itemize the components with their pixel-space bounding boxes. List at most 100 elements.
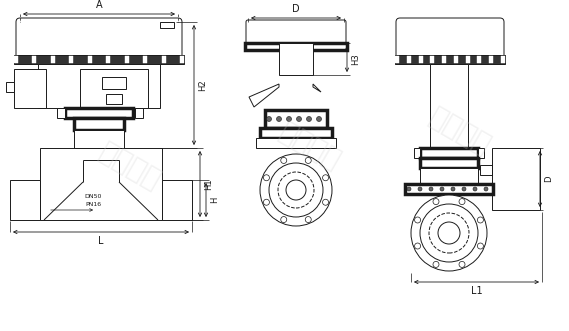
Text: D: D — [544, 176, 553, 182]
Circle shape — [459, 199, 465, 205]
Circle shape — [307, 117, 311, 121]
Bar — [6, 82, 14, 92]
Bar — [125, 56, 129, 63]
Bar — [245, 43, 347, 50]
Bar — [454, 56, 458, 63]
Circle shape — [119, 122, 123, 126]
Text: D: D — [292, 4, 300, 14]
Circle shape — [429, 213, 469, 253]
Bar — [256, 138, 336, 148]
Bar — [478, 148, 484, 158]
Circle shape — [323, 199, 328, 205]
Bar — [10, 180, 40, 220]
Circle shape — [415, 217, 420, 223]
Circle shape — [113, 122, 117, 126]
Bar — [74, 118, 124, 130]
Circle shape — [263, 199, 270, 205]
FancyBboxPatch shape — [396, 18, 504, 59]
Bar — [14, 69, 46, 108]
Bar — [32, 56, 36, 63]
Bar — [430, 64, 468, 148]
Bar — [407, 56, 411, 63]
Text: L: L — [98, 236, 104, 246]
Circle shape — [429, 187, 433, 191]
Text: L1: L1 — [471, 286, 483, 296]
Bar — [501, 56, 505, 63]
Polygon shape — [249, 84, 279, 107]
Circle shape — [75, 122, 79, 126]
Circle shape — [420, 204, 478, 262]
Circle shape — [440, 187, 444, 191]
Bar — [442, 56, 446, 63]
Text: H1: H1 — [204, 178, 213, 190]
Circle shape — [415, 243, 420, 249]
Bar — [102, 77, 126, 89]
Circle shape — [286, 180, 306, 200]
Circle shape — [411, 195, 487, 271]
Circle shape — [281, 158, 287, 164]
Bar — [180, 56, 184, 63]
Text: DN50: DN50 — [84, 194, 102, 199]
Bar — [414, 148, 420, 158]
Circle shape — [281, 216, 287, 222]
Bar — [74, 130, 124, 148]
Bar — [40, 148, 162, 220]
Circle shape — [316, 117, 321, 121]
Text: H: H — [210, 197, 219, 203]
Circle shape — [433, 199, 439, 205]
Text: PN16: PN16 — [85, 202, 101, 207]
Bar — [492, 148, 540, 210]
Bar — [51, 56, 55, 63]
Circle shape — [296, 117, 302, 121]
Circle shape — [484, 187, 488, 191]
Circle shape — [459, 261, 465, 267]
Bar — [420, 168, 478, 184]
FancyBboxPatch shape — [246, 20, 346, 45]
Circle shape — [266, 117, 271, 121]
Bar — [279, 43, 313, 75]
Bar — [65, 108, 133, 118]
Circle shape — [277, 117, 282, 121]
Bar — [14, 55, 184, 64]
Bar — [57, 108, 65, 118]
Circle shape — [477, 217, 484, 223]
Circle shape — [100, 122, 104, 126]
Circle shape — [278, 172, 314, 208]
Bar — [162, 56, 166, 63]
Circle shape — [260, 154, 332, 226]
Circle shape — [287, 117, 291, 121]
Text: H2: H2 — [198, 79, 207, 91]
Circle shape — [305, 216, 311, 222]
Bar — [395, 56, 399, 63]
Bar — [405, 184, 493, 194]
Text: H3: H3 — [351, 53, 360, 65]
Bar — [395, 55, 505, 64]
Bar — [162, 180, 192, 220]
Bar — [420, 148, 478, 158]
Bar — [420, 158, 478, 168]
Circle shape — [263, 175, 270, 181]
Bar — [260, 128, 332, 138]
Bar — [477, 56, 481, 63]
Circle shape — [433, 261, 439, 267]
Circle shape — [323, 175, 328, 181]
Circle shape — [305, 158, 311, 164]
Text: 流控閘门: 流控閘门 — [424, 102, 496, 160]
Bar — [480, 165, 492, 175]
Bar — [80, 69, 148, 108]
Bar — [69, 56, 73, 63]
Text: 流控閘门: 流控閘门 — [94, 137, 166, 195]
Bar — [106, 94, 122, 104]
Bar — [265, 110, 327, 128]
Text: A: A — [96, 0, 102, 10]
Circle shape — [81, 122, 85, 126]
Circle shape — [94, 122, 98, 126]
FancyBboxPatch shape — [16, 18, 182, 59]
Circle shape — [473, 187, 477, 191]
Bar — [143, 56, 147, 63]
Text: 流控閘门: 流控閘门 — [274, 117, 346, 175]
Circle shape — [462, 187, 466, 191]
Bar — [38, 64, 160, 108]
Circle shape — [451, 187, 455, 191]
Bar — [465, 56, 469, 63]
